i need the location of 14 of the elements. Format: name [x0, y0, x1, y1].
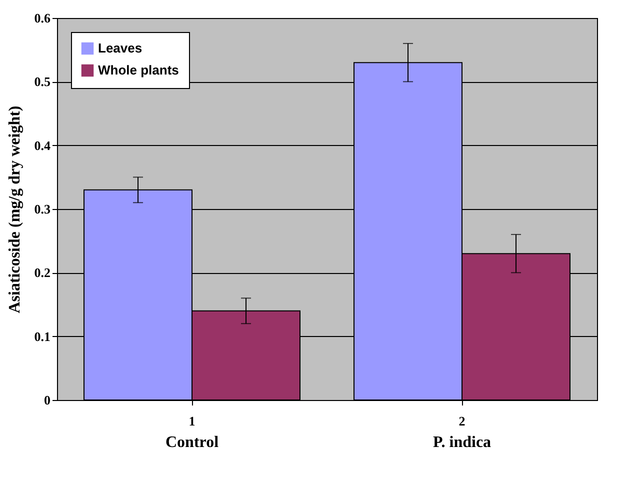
y-axis-title: Asiaticoside (mg/g dry weight) — [6, 106, 24, 314]
y-tick-label: 0.3 — [34, 202, 51, 216]
y-tick-label: 0.2 — [34, 265, 50, 280]
x-tick-label: 2 — [458, 414, 466, 428]
text: Control — [165, 434, 220, 451]
y-tick-label: 0.4 — [34, 138, 51, 153]
x-tick-label: 1 — [188, 414, 196, 428]
text: P. indica — [432, 434, 492, 451]
y-tick-label: 0.1 — [34, 328, 50, 344]
y-tick-label: 0.6 — [34, 10, 51, 26]
legend-label: Leaves — [98, 40, 142, 56]
legend-label: Whole plants — [98, 62, 179, 78]
y-tick-label: 0 — [44, 392, 50, 408]
y-tick-label: 0.5 — [34, 74, 51, 90]
